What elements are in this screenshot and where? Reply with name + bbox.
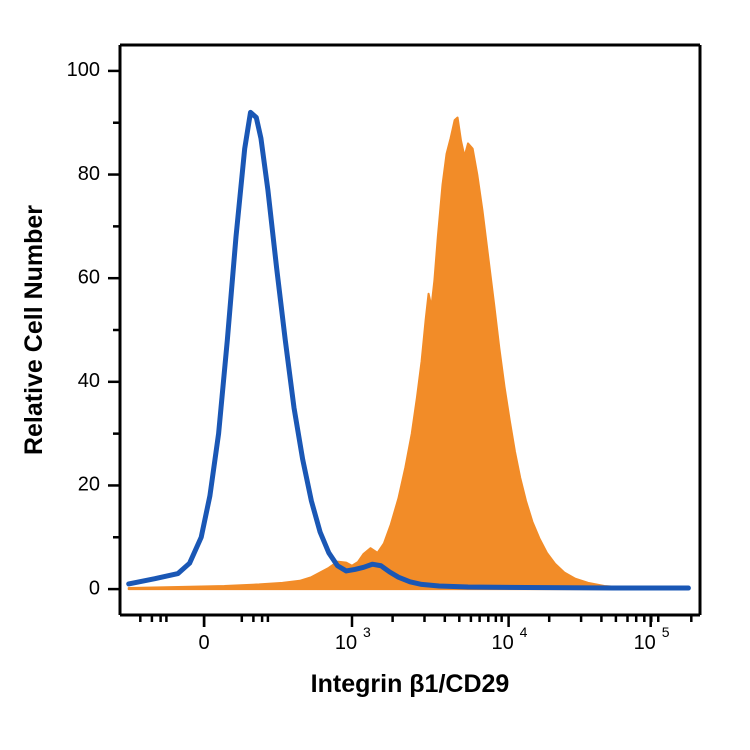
- y-tick-label: 80: [78, 163, 100, 185]
- x-axis-title: Integrin β1/CD29: [311, 670, 510, 698]
- svg-text:10: 10: [335, 632, 357, 654]
- y-tick-label: 60: [78, 266, 100, 288]
- svg-text:3: 3: [363, 624, 371, 640]
- flow-cytometry-histogram: 0 20 40 60 80 100 0 10 3 10 4 10 5 Integrin β1/CD29 Re…: [0, 0, 750, 750]
- y-tick-label: 100: [67, 59, 100, 81]
- svg-text:10: 10: [491, 632, 513, 654]
- y-tick-label: 0: [89, 577, 100, 599]
- chart-container: 0 20 40 60 80 100 0 10 3 10 4 10 5 Integrin β1/CD29 Re…: [0, 0, 750, 750]
- svg-text:4: 4: [520, 624, 528, 640]
- x-tick-label: 0: [199, 632, 210, 654]
- svg-text:5: 5: [662, 624, 670, 640]
- y-axis-title: Relative Cell Number: [20, 205, 48, 455]
- y-tick-label: 40: [78, 370, 100, 392]
- svg-text:10: 10: [634, 632, 656, 654]
- y-tick-label: 20: [78, 474, 100, 496]
